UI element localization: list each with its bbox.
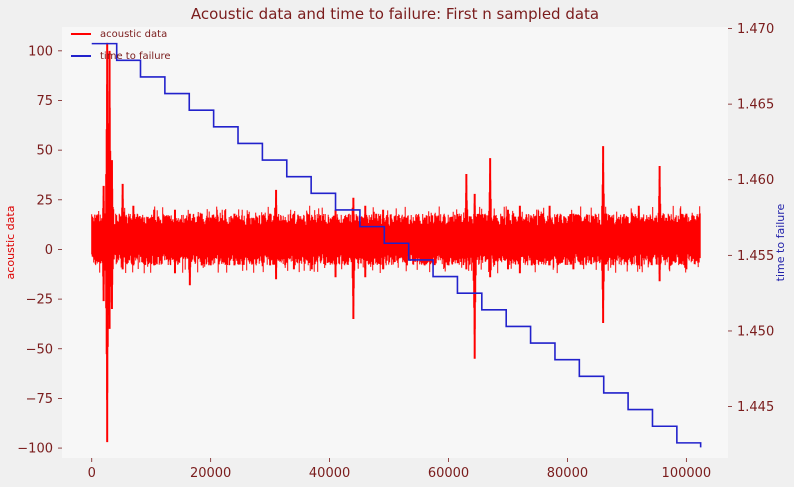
y-right-tick-label: 1.460 xyxy=(737,173,774,188)
y-left-tick-label: 25 xyxy=(36,193,53,208)
x-tick-label: 100000 xyxy=(662,466,712,481)
y-right-tick-label: 1.465 xyxy=(737,98,774,113)
y-left-tick-label: 50 xyxy=(36,144,53,159)
y-left-tick-label: −25 xyxy=(26,293,53,308)
x-tick-label: 60000 xyxy=(428,466,469,481)
y-axis-right-label: time to failure xyxy=(774,203,787,281)
chart-legend: acoustic data time to failure xyxy=(71,29,171,62)
legend-label-acoustic-data: acoustic data xyxy=(100,29,167,40)
y-right-tick-label: 1.455 xyxy=(737,249,774,264)
time-to-failure-line xyxy=(91,42,702,448)
y-left-tick-label: 0 xyxy=(45,243,53,258)
y-right-tick-label: 1.445 xyxy=(737,400,774,415)
y-right-tick-label: 1.470 xyxy=(737,22,774,37)
legend-label-time-to-failure: time to failure xyxy=(100,51,171,62)
acoustic-data-series xyxy=(91,42,701,443)
chart-title: Acoustic data and time to failure: First… xyxy=(191,5,599,23)
y-right-tick-label: 1.450 xyxy=(737,324,774,339)
y-left-tick-label: −100 xyxy=(17,442,53,457)
x-tick-label: 20000 xyxy=(190,466,231,481)
y-axis-left-label: acoustic data xyxy=(4,206,17,280)
x-tick-label: 0 xyxy=(88,466,96,481)
x-tick-label: 80000 xyxy=(547,466,588,481)
y-left-tick-label: 75 xyxy=(36,94,53,109)
y-left-tick-label: −75 xyxy=(26,392,53,407)
time-to-failure-series xyxy=(91,42,702,448)
y-left-tick-label: −50 xyxy=(26,342,53,357)
y-left-tick-label: 100 xyxy=(28,44,53,59)
axes: 0 20000 40000 60000 80000 100000 100 75 50 25 0 −25… xyxy=(17,22,774,481)
x-tick-label: 40000 xyxy=(309,466,350,481)
